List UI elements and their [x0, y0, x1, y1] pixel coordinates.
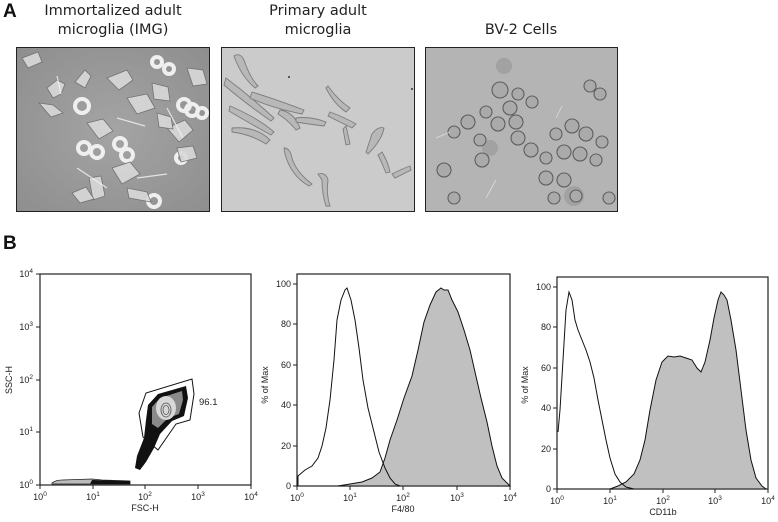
gate-percentage-label: 96.1	[199, 397, 218, 408]
svg-text:104: 104	[244, 491, 258, 502]
svg-text:100: 100	[290, 492, 304, 503]
panel-label-b: B	[3, 233, 17, 254]
svg-text:100: 100	[550, 495, 564, 506]
svg-text:104: 104	[761, 495, 775, 506]
x-axis-label-cd11b: CD11b	[649, 507, 676, 517]
svg-text:102: 102	[396, 492, 410, 503]
svg-text:20: 20	[541, 444, 551, 454]
x-axis-label-f480: F4/80	[391, 504, 414, 514]
y-axis-label-ssc: SSC-H	[4, 366, 14, 394]
image-title-img-line2: microglia (IMG)	[57, 22, 169, 38]
y-axis-label-cd11b: % of Max	[520, 366, 530, 404]
svg-text:20: 20	[281, 441, 291, 451]
image-title-img: Immortalized adult microglia (IMG)	[15, 2, 211, 40]
svg-text:80: 80	[281, 319, 291, 329]
image-title-img-line1: Immortalized adult	[44, 3, 182, 19]
svg-text:0: 0	[286, 481, 291, 491]
image-title-bv2: BV-2 Cells	[424, 21, 618, 40]
panel-label-a: A	[3, 1, 17, 22]
svg-text:101: 101	[343, 492, 357, 503]
histogram-cd11b: 0 20 40 60 80 100 100 101 102 103 104 CD…	[520, 276, 775, 517]
svg-text:104: 104	[503, 492, 517, 503]
svg-text:104: 104	[19, 268, 33, 279]
svg-text:103: 103	[450, 492, 464, 503]
svg-text:101: 101	[19, 426, 33, 437]
micrograph-bv2-cells	[425, 47, 618, 212]
svg-text:101: 101	[603, 495, 617, 506]
svg-text:40: 40	[281, 400, 291, 410]
image-title-primary-line1: Primary adult	[269, 3, 367, 19]
histogram-f480: 0 20 40 60 80 100 100 101 102 103 104 F4…	[260, 273, 517, 514]
y-axis-label-f480: % of Max	[260, 366, 270, 404]
svg-text:80: 80	[541, 322, 551, 332]
image-title-bv2-line1: BV-2 Cells	[484, 22, 558, 38]
svg-text:102: 102	[19, 374, 33, 385]
svg-text:60: 60	[281, 360, 291, 370]
svg-text:102: 102	[138, 491, 152, 502]
svg-text:103: 103	[191, 491, 205, 502]
svg-text:103: 103	[708, 495, 722, 506]
svg-text:103: 103	[19, 321, 33, 332]
svg-text:102: 102	[656, 495, 670, 506]
svg-text:100: 100	[276, 279, 291, 289]
svg-text:101: 101	[86, 491, 100, 502]
image-title-primary: Primary adult microglia	[220, 2, 416, 40]
svg-text:0: 0	[546, 484, 551, 494]
svg-text:100: 100	[536, 282, 551, 292]
micrograph-primary-cells	[221, 47, 415, 212]
svg-text:60: 60	[541, 363, 551, 373]
x-axis-label-fsc: FSC-H	[131, 503, 159, 513]
svg-text:100: 100	[19, 479, 33, 490]
image-title-primary-line2: microglia	[284, 22, 352, 38]
scatter-plot-fsc-ssc: 96.1 100 101 102 103 104 100 101 102 103…	[4, 268, 258, 513]
micrograph-img-cells	[16, 47, 210, 212]
svg-text:100: 100	[33, 491, 47, 502]
svg-text:40: 40	[541, 403, 551, 413]
